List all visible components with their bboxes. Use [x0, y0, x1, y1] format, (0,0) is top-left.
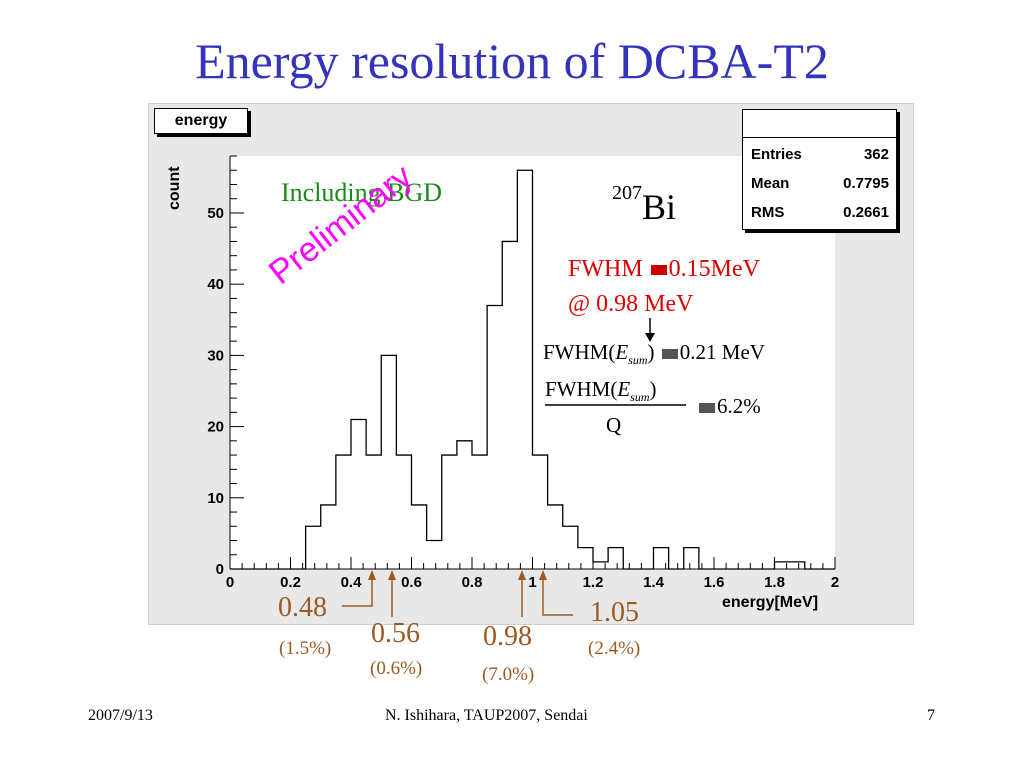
- fwhm-sum-close: ): [647, 340, 655, 364]
- isotope-mass: 207: [612, 182, 642, 204]
- peak-energy: 0.56: [371, 618, 420, 649]
- footer-center: N. Ishihara, TAUP2007, Sendai: [385, 707, 588, 724]
- histogram-outline: [230, 169, 835, 570]
- peak-098-arrow: [518, 570, 526, 580]
- fwhm-value: 0.15MeV: [668, 256, 760, 282]
- ratio-num-sub: sum: [630, 390, 650, 405]
- peak-resolution: (7.0%): [482, 664, 535, 685]
- fwhm-sum-line: FWHM(Esum) 0.21 MeV: [543, 340, 765, 368]
- x-tick-label: 0.6: [401, 574, 422, 591]
- fwhm-sum-sub: sum: [628, 353, 648, 368]
- x-tick-label: 1.4: [643, 574, 665, 591]
- stat-label: Entries: [751, 146, 802, 163]
- stat-entries: Entries 362: [751, 143, 889, 167]
- x-tick-label: 1.2: [583, 574, 604, 591]
- x-tick-label: 0.8: [462, 574, 483, 591]
- peak-energy: 0.98: [483, 621, 532, 652]
- x-axis-label: energy[MeV]: [722, 594, 819, 611]
- y-tick-label: 20: [207, 419, 224, 436]
- x-tick-label: 0.2: [280, 574, 301, 591]
- ratio-numerator: FWHM(Esum): [545, 377, 657, 405]
- peak-energy: 1.05: [590, 597, 639, 628]
- stat-value: 0.7795: [843, 175, 889, 192]
- fwhm-sum-e: E: [615, 340, 629, 364]
- peak-105-arrow: [539, 570, 547, 580]
- ratio-value: 6.2%: [717, 394, 761, 418]
- stats-header: [743, 110, 896, 138]
- approx-equals-icon: [650, 265, 667, 276]
- y-tick-label: 10: [207, 490, 224, 507]
- stat-mean: Mean 0.7795: [751, 172, 889, 196]
- stat-label: Mean: [751, 175, 790, 192]
- ratio-num-e: E: [617, 377, 631, 401]
- ratio-denominator: Q: [606, 413, 622, 437]
- y-tick-label: 40: [207, 276, 224, 293]
- footer-page-number: 7: [927, 707, 935, 724]
- x-tick-label: 1.6: [704, 574, 725, 591]
- y-tick-label: 0: [216, 561, 224, 578]
- x-tick-label: 0.4: [341, 574, 363, 591]
- stat-value: 362: [863, 146, 889, 163]
- peak-048-leader: [342, 575, 373, 607]
- slide-title: Energy resolution of DCBA-T2: [195, 33, 829, 89]
- stat-value: 0.2661: [843, 204, 889, 221]
- stats-box: Entries 362 Mean 0.7795 RMS 0.2661: [742, 109, 897, 230]
- peak-resolution: (2.4%): [588, 638, 641, 659]
- peak-energy: 0.48: [278, 592, 327, 623]
- approx-equals-icon: [699, 403, 715, 414]
- fwhm-energy-line: @ 0.98 MeV: [568, 291, 694, 317]
- fwhm-sum-prefix: FWHM(: [543, 340, 616, 364]
- footer-date: 2007/9/13: [88, 707, 153, 724]
- approx-equals-icon: [661, 349, 678, 360]
- x-tick-label: 2: [831, 574, 839, 591]
- stat-label: RMS: [751, 204, 785, 221]
- isotope-symbol: Bi: [642, 187, 677, 227]
- x-tick-label: 1.8: [764, 574, 785, 591]
- fwhm-peak-line: FWHM 0.15MeV: [568, 256, 760, 283]
- peak-048-arrow: [368, 570, 376, 580]
- fwhm-label: FWHM: [568, 256, 643, 282]
- isotope-label: 207Bi: [612, 182, 677, 228]
- bgd-note: Including BGD: [281, 178, 443, 207]
- histogram-title: energy: [154, 108, 248, 134]
- ratio-num-prefix: FWHM(: [545, 377, 618, 401]
- ratio-value-line: 6.2%: [697, 394, 761, 419]
- peak-resolution: (0.6%): [370, 658, 423, 679]
- fwhm-arrow-head: [645, 333, 655, 342]
- x-tick-label: 1: [528, 574, 536, 591]
- y-tick-label: 50: [207, 205, 224, 222]
- x-tick-label: 0: [226, 574, 234, 591]
- stat-rms: RMS 0.2661: [751, 201, 889, 225]
- fwhm-sum-value: 0.21 MeV: [679, 340, 765, 364]
- peak-056-arrow: [388, 570, 396, 580]
- peak-resolution: (1.5%): [279, 638, 332, 659]
- y-tick-label: 30: [207, 347, 224, 364]
- peak-105-leader: [542, 575, 573, 616]
- ratio-num-close: ): [649, 377, 657, 401]
